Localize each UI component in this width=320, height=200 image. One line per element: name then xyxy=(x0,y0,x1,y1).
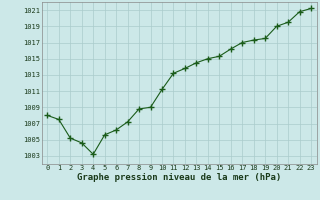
X-axis label: Graphe pression niveau de la mer (hPa): Graphe pression niveau de la mer (hPa) xyxy=(77,173,281,182)
